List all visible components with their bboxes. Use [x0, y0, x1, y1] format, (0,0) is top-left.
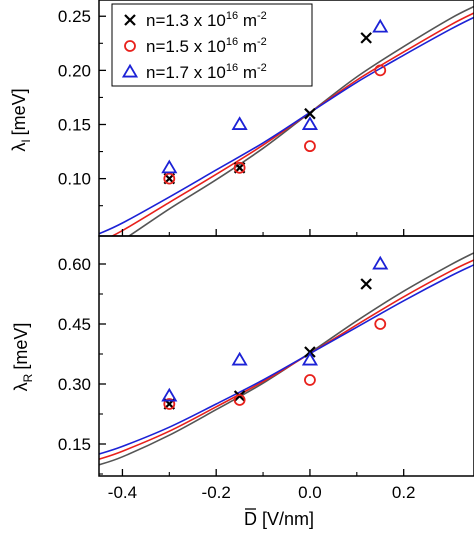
y-tick-label: 0.20 [58, 61, 91, 80]
svg-text:D[V/nm]: D [V/nm] [244, 509, 314, 529]
bottom-ylabel-sub: R [21, 373, 35, 382]
top-ylabel-main: λ [9, 143, 29, 152]
data-point [233, 161, 246, 174]
bottom-x-ticks: -0.4 -0.2 0.0 0.2 [108, 469, 416, 502]
x-tick-label: -0.2 [202, 483, 231, 502]
fit-curve [99, 259, 474, 460]
legend-marker [124, 40, 136, 52]
top-ylabel-unit: [meV] [9, 88, 29, 135]
y-tick-label: 0.25 [58, 7, 91, 26]
data-point [233, 390, 246, 402]
legend-label-exp: 16 [226, 62, 238, 74]
y-tick-label: 0.60 [58, 255, 91, 274]
legend: n=1.3 x 1016 m-2n=1.5 x 1016 m-2n=1.7 x … [111, 3, 313, 87]
legend-label-base: n=1.5 x 10 [146, 37, 226, 56]
bottom-panel: 0.150.300.450.60 -0.4 -0.2 0.0 0.2 λR[meV] … [11, 235, 474, 529]
legend-label-unit-exp: -2 [257, 10, 267, 22]
xlabel-main: D [244, 509, 257, 529]
data-point [374, 64, 387, 77]
x-tick-label: 0.0 [298, 483, 322, 502]
data-point [301, 351, 319, 366]
y-tick-label: 0.10 [58, 170, 91, 189]
top-data-points [161, 18, 389, 185]
data-point [161, 387, 178, 402]
legend-label-base: n=1.3 x 10 [146, 11, 226, 30]
legend-label-unit-exp: -2 [257, 36, 267, 48]
data-point [233, 394, 246, 406]
xlabel-unit: [V/nm] [262, 509, 314, 529]
data-point [161, 159, 178, 174]
bottom-frame [98, 235, 474, 477]
bottom-fit-curves [99, 252, 474, 466]
svg-text:λI[meV]: λI [meV] [9, 88, 33, 151]
legend-label-exp: 16 [226, 10, 238, 22]
fit-curve [127, 5, 474, 236]
data-point [374, 318, 387, 330]
top-panel: 0.10 0.15 0.20 0.25 λI [meV] [9, 0, 474, 237]
legend-label: n=1.3 x 1016 m-2 [146, 10, 267, 30]
legend-label-unit: m [238, 63, 257, 82]
x-tick-label: 0.2 [392, 483, 416, 502]
y-tick-label: 0.15 [58, 435, 91, 454]
data-point [163, 172, 176, 185]
y-tick-label: 0.45 [58, 315, 91, 334]
data-point [231, 351, 248, 366]
fit-curve [110, 12, 474, 236]
data-point [360, 32, 372, 44]
x-axis-label: D [V/nm] [244, 508, 314, 529]
data-point [231, 116, 248, 130]
legend-label-exp: 16 [226, 36, 238, 48]
top-y-axis-label: λI [meV] [9, 88, 33, 151]
bottom-ylabel-unit: [meV] [11, 323, 31, 370]
legend-label-unit: m [238, 37, 257, 56]
x-tick-label: -0.4 [108, 483, 137, 502]
bottom-data-points [161, 255, 389, 410]
y-tick-label: 0.30 [58, 375, 91, 394]
legend-label: n=1.7 x 1016 m-2 [146, 62, 267, 82]
bottom-y-ticks: 0.15 0.30 0.45 0.60 [58, 255, 106, 475]
legend-label-unit-exp: -2 [257, 62, 267, 74]
legend-marker [121, 63, 139, 78]
top-ylabel-sub: I [19, 139, 33, 142]
data-point [372, 18, 389, 33]
top-x-ticks [121, 229, 405, 236]
top-y-ticks: 0.10 0.15 0.20 0.25 [58, 7, 106, 207]
legend-label-base: n=1.7 x 10 [146, 63, 226, 82]
data-point [163, 398, 176, 410]
legend-box [111, 3, 313, 87]
data-point [360, 278, 372, 290]
legend-label-unit: m [238, 11, 257, 30]
bottom-ylabel-main: λ [11, 382, 31, 391]
fit-curve [99, 16, 474, 235]
data-point [304, 374, 316, 386]
fit-curve [99, 264, 474, 455]
bottom-y-axis-label: λR [meV] [11, 323, 35, 392]
top-fit-curves [99, 5, 474, 236]
data-point [372, 255, 389, 270]
svg-text:λR[meV]: λR [meV] [11, 323, 35, 392]
legend-label: n=1.5 x 1016 m-2 [146, 36, 267, 56]
data-point [304, 140, 316, 153]
y-tick-label: 0.15 [58, 115, 91, 134]
data-point [301, 116, 319, 130]
data-point [304, 107, 316, 120]
legend-marker [124, 14, 136, 26]
